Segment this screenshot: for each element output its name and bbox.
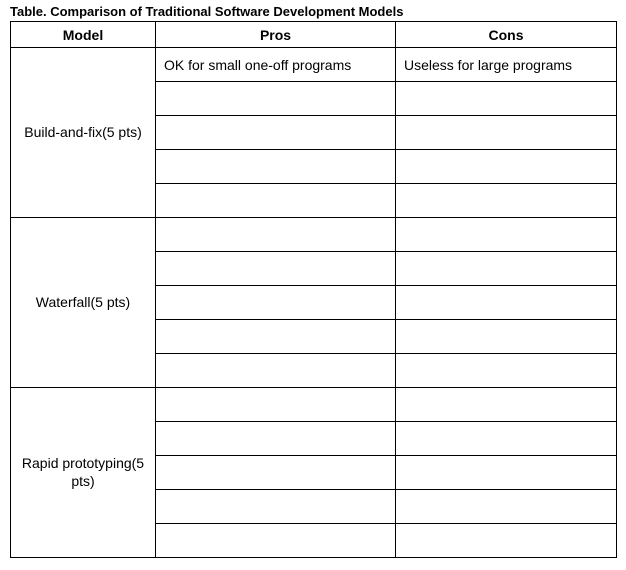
cons-cell xyxy=(396,286,617,320)
model-name-cell: Build-and-fix(5 pts) xyxy=(11,48,156,218)
cons-cell xyxy=(396,388,617,422)
pros-cell xyxy=(156,286,396,320)
table-caption: Table. Comparison of Traditional Softwar… xyxy=(10,4,616,21)
pros-cell xyxy=(156,116,396,150)
pros-cell xyxy=(156,524,396,558)
header-row: Model Pros Cons xyxy=(11,22,617,48)
pros-cell xyxy=(156,422,396,456)
cons-cell xyxy=(396,422,617,456)
pros-cell xyxy=(156,218,396,252)
pros-cell xyxy=(156,82,396,116)
comparison-table: Model Pros Cons Build-and-fix(5 pts) OK … xyxy=(10,21,617,558)
cons-cell xyxy=(396,184,617,218)
pros-cell: OK for small one-off programs xyxy=(156,48,396,82)
table-row: Waterfall(5 pts) xyxy=(11,218,617,252)
pros-cell xyxy=(156,490,396,524)
header-model: Model xyxy=(11,22,156,48)
cons-cell xyxy=(396,82,617,116)
header-pros: Pros xyxy=(156,22,396,48)
pros-cell xyxy=(156,320,396,354)
table-row: Build-and-fix(5 pts) OK for small one-of… xyxy=(11,48,617,82)
model-name-cell: Rapid prototyping(5 pts) xyxy=(11,388,156,558)
cons-cell xyxy=(396,116,617,150)
pros-cell xyxy=(156,388,396,422)
cons-cell xyxy=(396,218,617,252)
cons-cell xyxy=(396,354,617,388)
pros-cell xyxy=(156,184,396,218)
pros-cell xyxy=(156,354,396,388)
cons-cell xyxy=(396,320,617,354)
table-row: Rapid prototyping(5 pts) xyxy=(11,388,617,422)
model-name-cell: Waterfall(5 pts) xyxy=(11,218,156,388)
cons-cell xyxy=(396,150,617,184)
pros-cell xyxy=(156,150,396,184)
cons-cell xyxy=(396,456,617,490)
cons-cell xyxy=(396,524,617,558)
cons-cell: Useless for large programs xyxy=(396,48,617,82)
header-cons: Cons xyxy=(396,22,617,48)
pros-cell xyxy=(156,252,396,286)
cons-cell xyxy=(396,252,617,286)
pros-cell xyxy=(156,456,396,490)
cons-cell xyxy=(396,490,617,524)
